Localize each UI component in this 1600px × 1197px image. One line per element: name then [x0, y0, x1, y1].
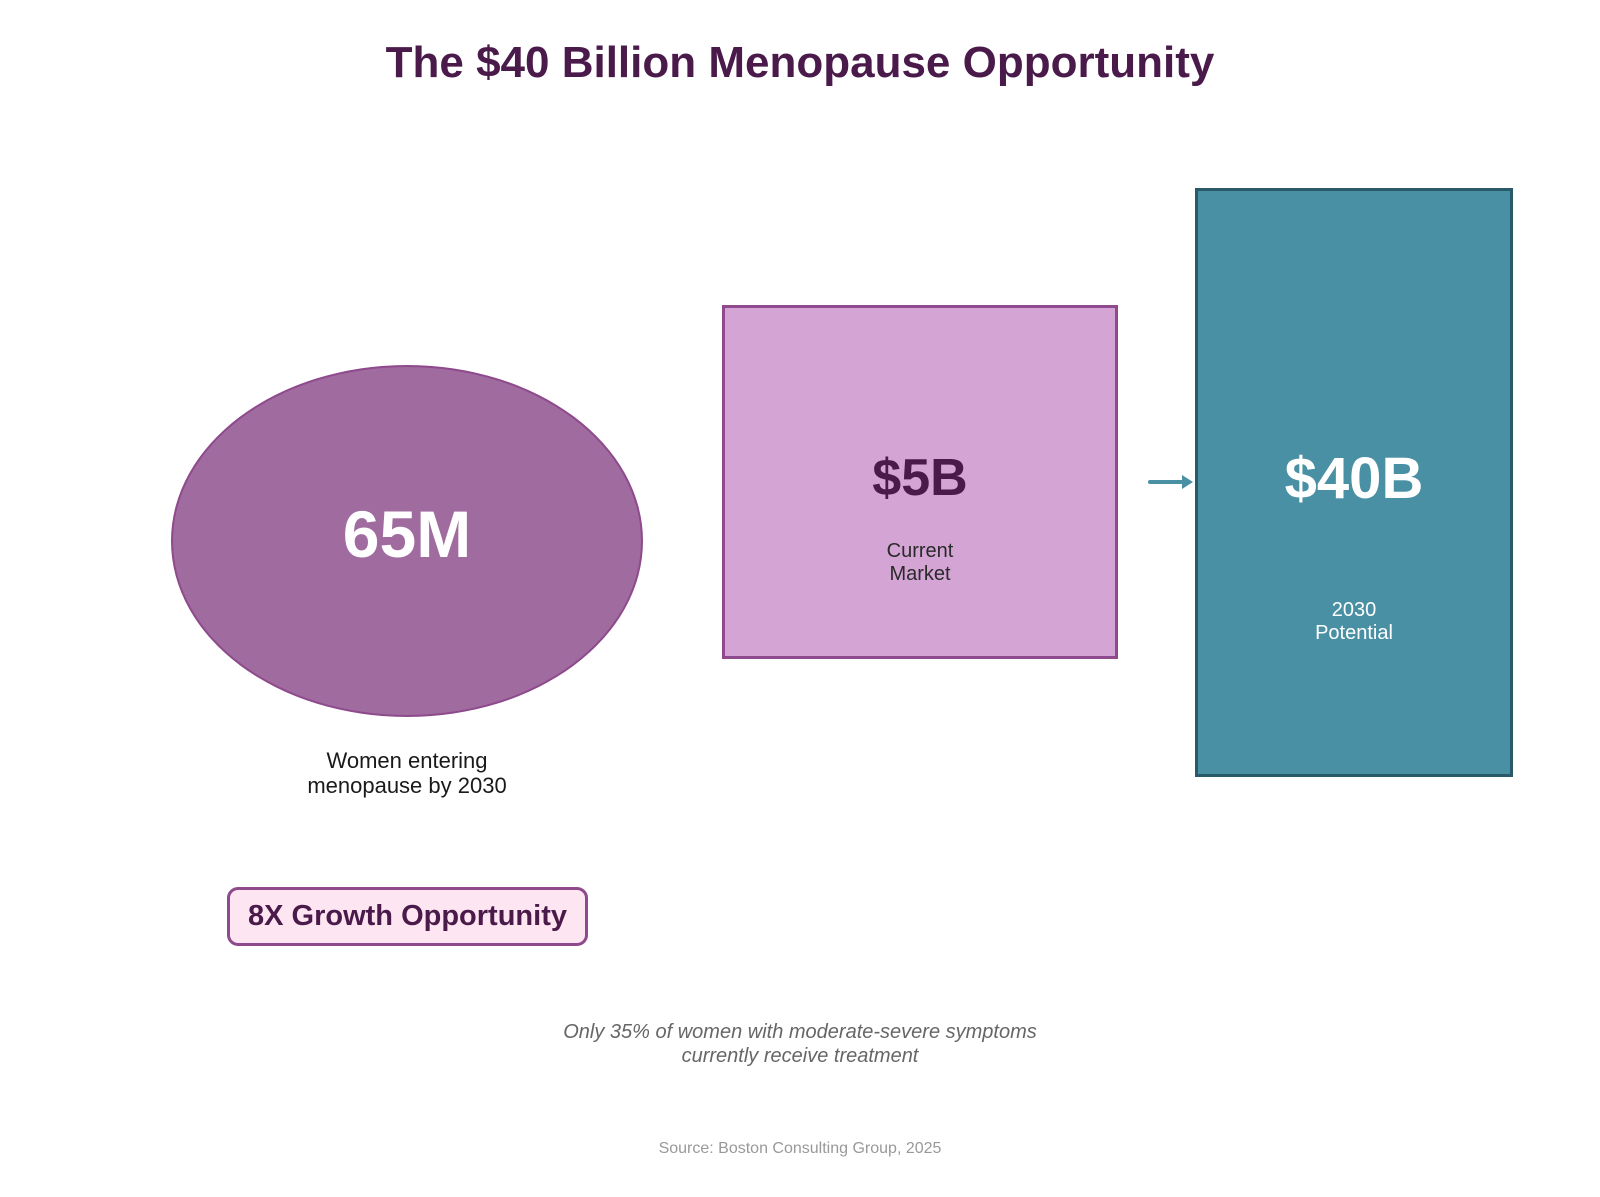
footnote-line-1: Only 35% of women with moderate-severe s… — [563, 1021, 1037, 1043]
women-caption: Women entering menopause by 2030 — [171, 748, 643, 798]
current-market-caption: Current Market — [722, 540, 1118, 586]
women-caption-line-1: Women entering — [326, 748, 488, 773]
current-market-value: $5B — [872, 449, 968, 507]
arrow-right-icon — [1148, 475, 1193, 489]
women-ellipse — [171, 365, 643, 717]
potential-market-caption: 2030 Potential — [1195, 599, 1513, 645]
growth-badge: 8X Growth Opportunity — [227, 887, 588, 946]
source-note: Source: Boston Consulting Group, 2025 — [658, 1140, 942, 1157]
current-market-caption-line-2: Market — [889, 563, 951, 585]
potential-market-value: $40B — [1284, 446, 1424, 511]
women-caption-line-2: menopause by 2030 — [307, 773, 507, 798]
current-market-box — [722, 305, 1118, 659]
footnote-line-2: currently receive treatment — [681, 1045, 919, 1067]
footnote: Only 35% of women with moderate-severe s… — [0, 1020, 1600, 1068]
page-title: The $40 Billion Menopause Opportunity — [385, 38, 1215, 87]
women-value: 65M — [342, 497, 472, 571]
current-market-caption-line-1: Current — [886, 540, 954, 562]
potential-market-caption-line-2: Potential — [1315, 622, 1393, 644]
potential-market-caption-line-1: 2030 — [1331, 599, 1377, 621]
potential-market-box — [1195, 188, 1513, 777]
